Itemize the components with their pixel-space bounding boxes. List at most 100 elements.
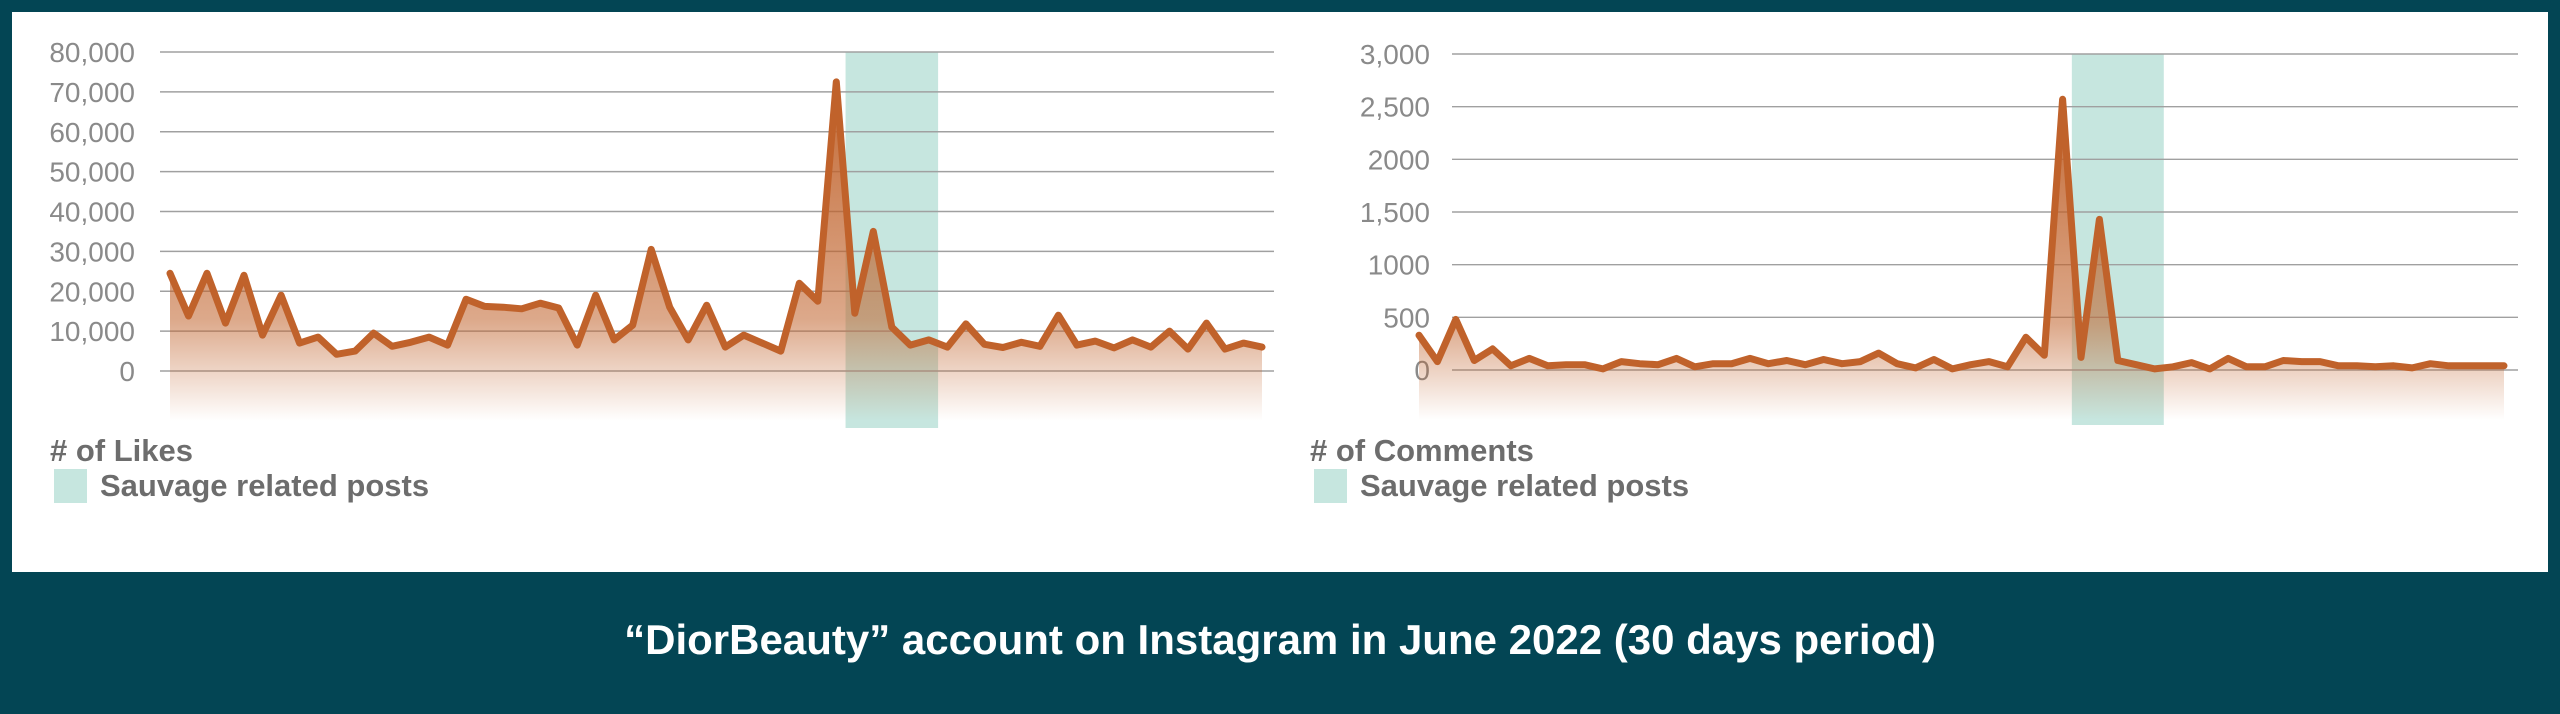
data-point — [778, 349, 783, 354]
data-point — [1037, 344, 1042, 349]
data-point — [2336, 363, 2341, 368]
legend-swatch — [54, 469, 87, 503]
data-point — [260, 333, 265, 338]
y-tick-label: 500 — [1383, 302, 1430, 333]
data-point — [205, 271, 210, 276]
data-point — [1204, 321, 1209, 326]
data-point — [1222, 347, 1227, 352]
data-point — [926, 337, 931, 342]
data-point — [686, 337, 691, 342]
data-point — [2005, 364, 2010, 369]
data-point — [2079, 355, 2084, 360]
data-point — [501, 305, 506, 310]
data-point — [797, 281, 802, 286]
data-point — [2023, 335, 2028, 340]
data-point — [297, 341, 302, 346]
data-point — [1185, 347, 1190, 352]
data-point — [575, 343, 580, 348]
y-tick-label: 60,000 — [49, 117, 135, 148]
data-point — [1545, 363, 1550, 368]
data-point — [168, 271, 172, 276]
data-point — [1987, 359, 1992, 364]
figure-caption: “DiorBeauty” account on Instagram in Jun… — [624, 616, 1936, 663]
data-point — [2262, 364, 2267, 369]
data-point — [649, 247, 654, 252]
data-point — [760, 341, 765, 346]
data-point — [741, 333, 746, 338]
data-point — [2410, 365, 2415, 370]
data-point — [1656, 362, 1661, 367]
data-point — [2097, 217, 2102, 222]
legend-label: Sauvage related posts — [1360, 468, 1689, 503]
data-point — [556, 305, 561, 310]
data-point — [2226, 356, 2231, 361]
legend-label: Sauvage related posts — [100, 468, 429, 503]
data-point — [2244, 364, 2249, 369]
data-point — [2060, 97, 2065, 102]
data-point — [2115, 358, 2120, 363]
data-point — [1417, 333, 1421, 338]
y-tick-label: 20,000 — [49, 276, 135, 307]
data-point — [1000, 345, 1005, 350]
data-point — [871, 229, 876, 234]
data-point — [1766, 361, 1771, 366]
data-point — [1839, 361, 1844, 366]
data-point — [2170, 364, 2175, 369]
data-point — [2318, 359, 2323, 364]
data-point — [963, 321, 968, 326]
data-point — [2428, 361, 2433, 366]
data-point — [408, 340, 413, 345]
data-point — [242, 273, 247, 278]
data-point — [1950, 366, 1955, 371]
data-point — [1968, 362, 1973, 367]
data-point — [1167, 329, 1172, 334]
data-point — [390, 344, 395, 349]
data-point — [1093, 339, 1098, 344]
data-point — [1260, 345, 1264, 350]
data-point — [667, 305, 672, 310]
data-point — [2483, 363, 2488, 368]
data-point — [2042, 353, 2047, 358]
y-tick-label: 2,500 — [1360, 92, 1430, 123]
chart-likes: 80,000 70,000 60,000 50,000 40,000 30,000 20,0… — [49, 37, 1274, 503]
data-point — [427, 335, 432, 340]
data-point — [353, 349, 358, 354]
data-point — [186, 313, 191, 318]
chart-panel: 80,000 70,000 60,000 50,000 40,000 30,000 20,0… — [12, 12, 2548, 572]
data-point — [2281, 358, 2286, 363]
data-point — [1821, 357, 1826, 362]
data-point — [1692, 364, 1697, 369]
data-point — [2134, 362, 2139, 367]
data-point — [334, 352, 339, 357]
data-point — [1711, 361, 1716, 366]
series-line — [166, 78, 1266, 358]
data-point — [1729, 361, 1734, 366]
data-point — [1858, 359, 1863, 364]
data-point — [1508, 363, 1513, 368]
data-point — [2189, 360, 2194, 365]
y-axis-label: # of Likes — [50, 433, 193, 468]
legend-swatch — [1314, 469, 1347, 503]
data-point — [815, 299, 820, 304]
data-point — [982, 342, 987, 347]
data-point — [1784, 358, 1789, 363]
data-point — [1895, 361, 1900, 366]
y-tick-label: 30,000 — [49, 236, 135, 267]
data-point — [1913, 365, 1918, 370]
data-point — [1637, 361, 1642, 366]
data-point — [1931, 357, 1936, 362]
data-point — [445, 343, 450, 348]
data-point — [2465, 363, 2470, 368]
data-point — [2207, 366, 2212, 371]
data-point — [1453, 317, 1458, 322]
data-point — [908, 343, 913, 348]
data-point — [2373, 364, 2378, 369]
data-point — [1472, 358, 1477, 363]
data-point — [223, 321, 228, 326]
data-point — [2152, 366, 2157, 371]
data-point — [593, 293, 598, 298]
data-point — [945, 345, 950, 350]
data-point — [1876, 351, 1881, 356]
data-point — [1619, 359, 1624, 364]
